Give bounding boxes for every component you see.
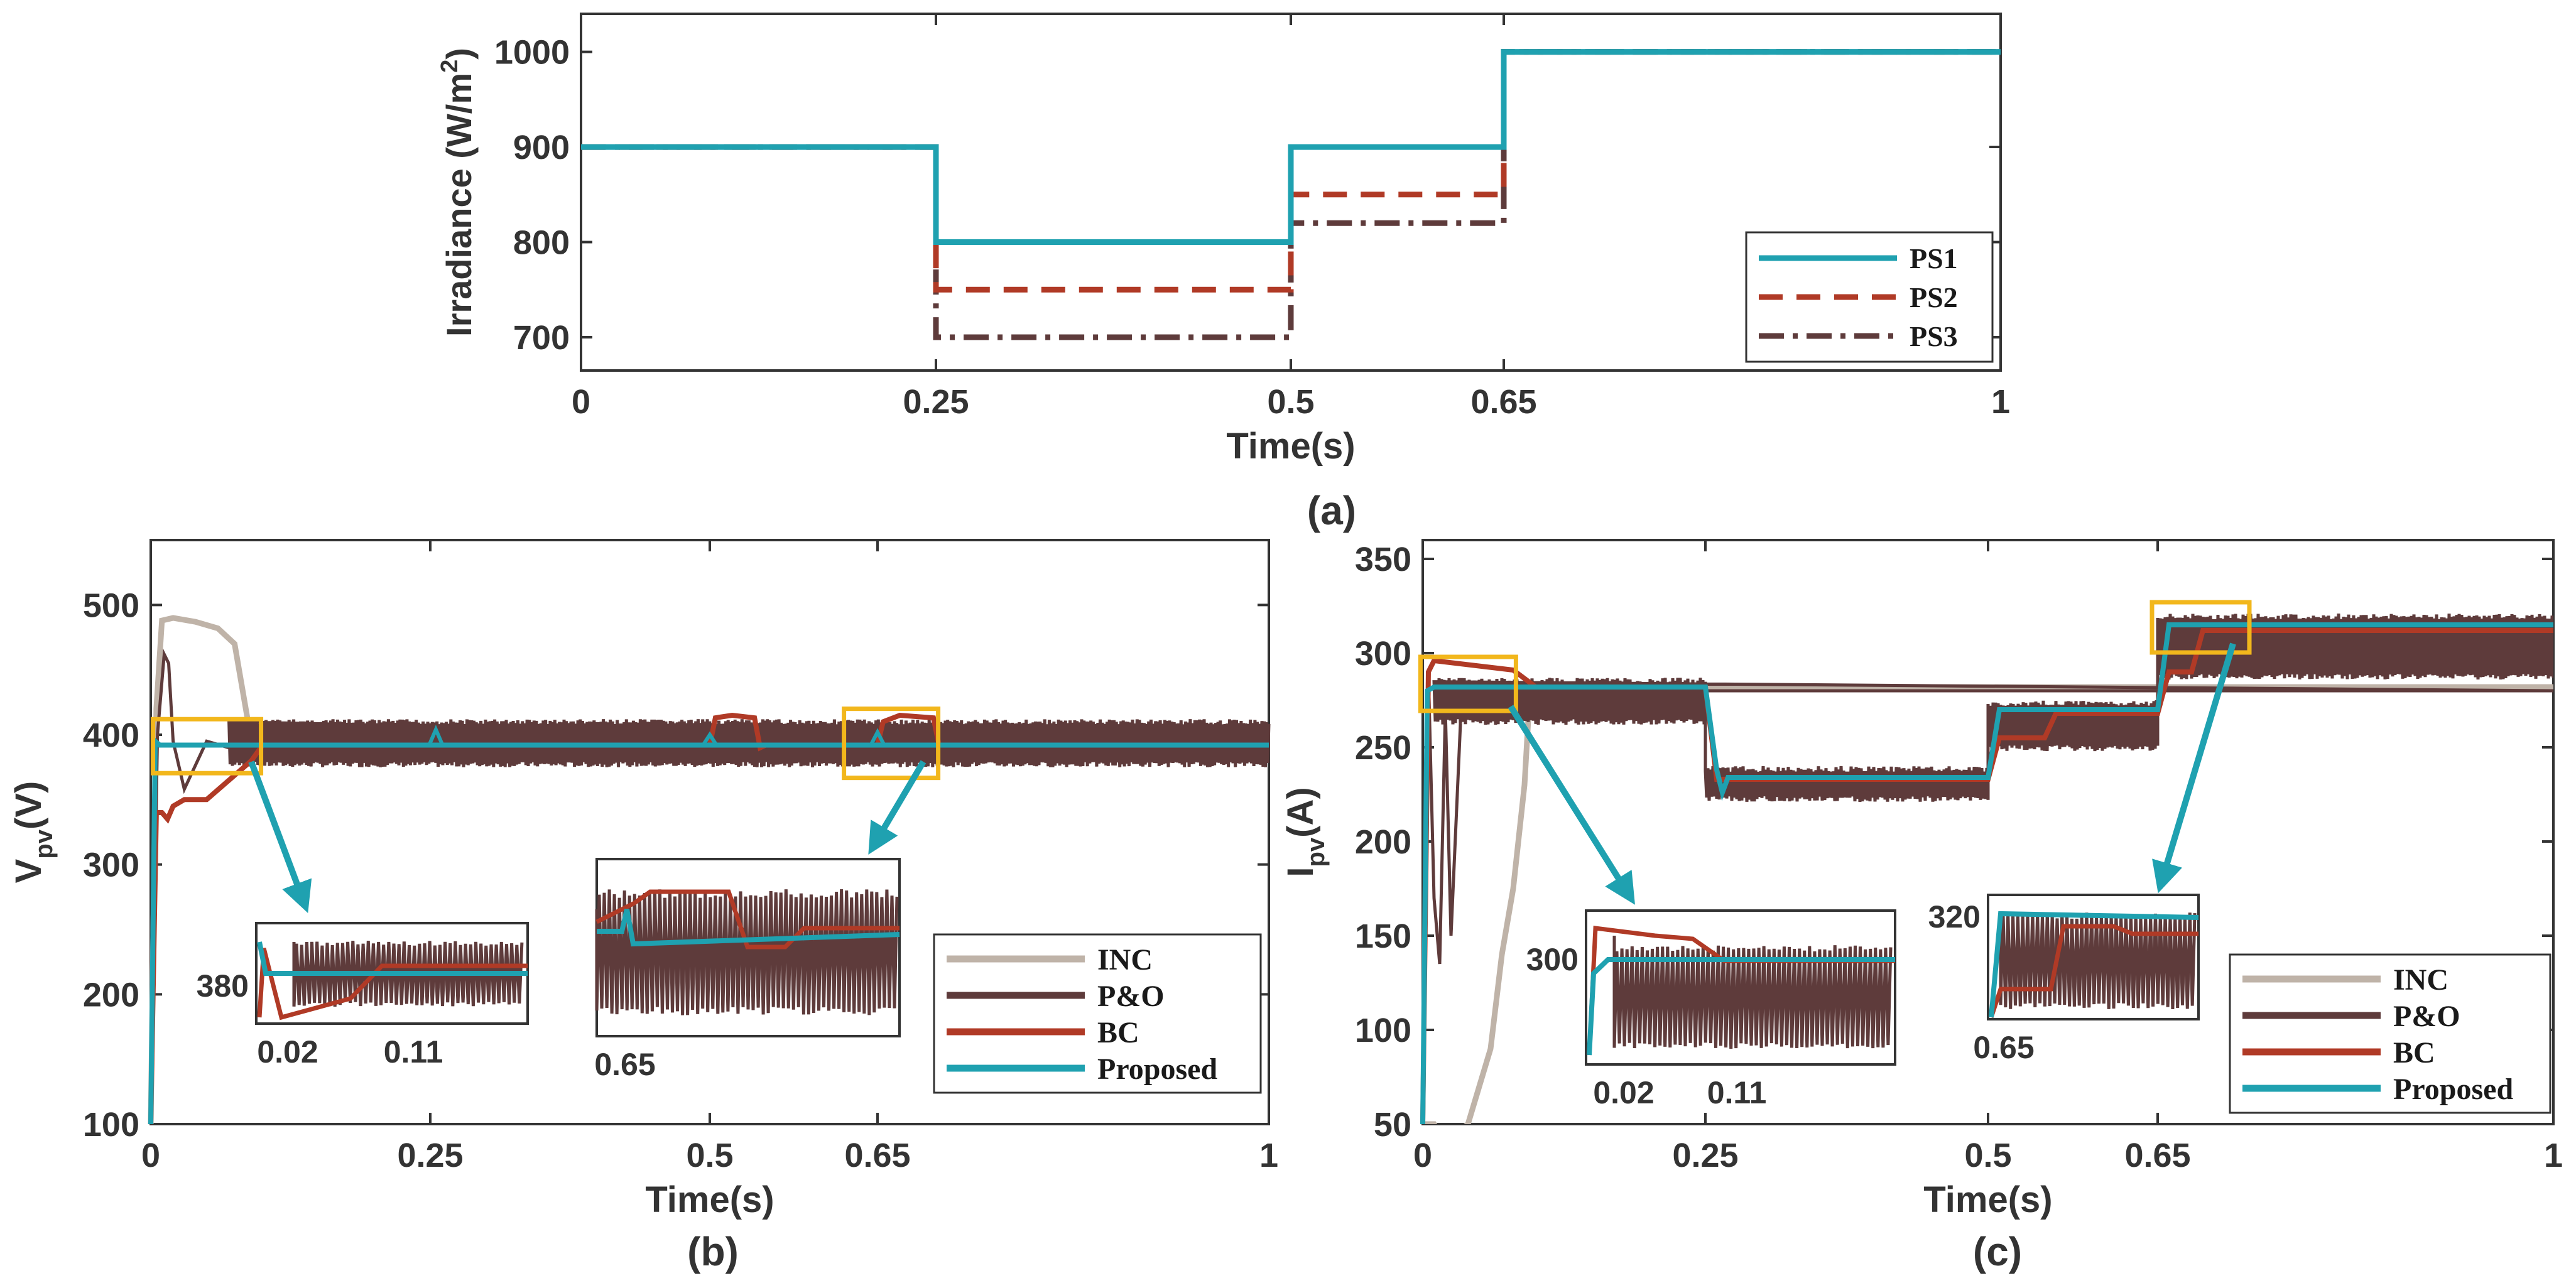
panel-c-series-proposed (1420, 622, 2553, 1125)
panel-b-xlabel: Time(s) (645, 1179, 774, 1220)
panel-a-xtick-label: 1 (1991, 383, 2010, 421)
panel-a-irradiance: 0 0.25 0.5 0.65 1 700 800 900 1000 Time(s) Irradia… (437, 13, 2010, 467)
panel-b-ylabel: Vpv(V) (8, 781, 58, 884)
panel-c-xtick-label: 0.65 (2124, 1137, 2190, 1174)
panel-c-current: 0 0.25 0.5 0.65 150100150200250300350Time(s)… (1280, 539, 2563, 1220)
panel-b-xtick-label: 0.25 (397, 1137, 463, 1174)
panel-b-zoom-box-1 (842, 706, 941, 781)
panel-c-inset-1-ytick: 300 (1526, 942, 1579, 977)
panel-c-xtick-label: 1 (2544, 1137, 2563, 1174)
panel-a-ytick-label: 1000 (494, 34, 570, 72)
panel-a-label: (a) (1307, 488, 1356, 533)
panel-a-series-ps1 (581, 49, 2001, 245)
panel-c-xtick-label: 0 (1413, 1137, 1432, 1174)
panel-c-zoom-arrow-1 (1508, 705, 1635, 905)
panel-a-xlabel: Time(s) (1226, 426, 1355, 467)
panel-b-zoom-box-0 (151, 717, 264, 776)
panel-a-xtick-label: 0 (572, 383, 590, 421)
panel-b-ytick-label: 400 (83, 717, 139, 754)
panel-b-inset-1-ytick: 380 (197, 968, 249, 1004)
panel-b-ytick-label: 500 (83, 587, 139, 624)
panel-a-legend-label-2: PS3 (1910, 320, 1958, 352)
panel-c-xtick-label: 0.5 (1964, 1137, 2011, 1174)
panel-c-xlabel: Time(s) (1923, 1179, 2052, 1220)
panel-a-xtick-label: 0.65 (1470, 383, 1536, 421)
panel-b-ytick-label: 300 (83, 847, 139, 884)
panel-b-legend-label-0: INC (1097, 943, 1153, 977)
panel-b-xtick-label: 0.65 (844, 1137, 910, 1174)
panel-c-ytick-label: 250 (1355, 729, 1411, 767)
panel-c-inset-2-bc (1989, 924, 2198, 1019)
panel-c-inset-2-xtick: 0.65 (1973, 1030, 2034, 1065)
panel-b-xtick-label: 0.5 (686, 1137, 733, 1174)
panel-b-xtick-label: 1 (1259, 1137, 1278, 1174)
panel-b-legend-label-2: BC (1097, 1016, 1139, 1049)
panel-c-ytick-label: 350 (1355, 541, 1411, 578)
panel-c-ytick-label: 100 (1355, 1012, 1411, 1049)
panel-c-legend-label-0: INC (2393, 963, 2448, 997)
panel-c-ytick-label: 150 (1355, 917, 1411, 955)
panel-a-legend (1745, 231, 1994, 363)
panel-b-inset-2-proposed (597, 909, 900, 947)
panel-c-legend-label-1: P&O (2393, 1000, 2460, 1033)
panel-b-proposed-bump (701, 731, 719, 747)
panel-b-inset-1-xtick: 0.11 (384, 1034, 443, 1069)
panel-a-ylabel: Irradiance (W/m2) (437, 48, 479, 337)
panel-c-inset-1-proposed (1587, 957, 1895, 1056)
panel-a-ytick-label: 900 (513, 129, 570, 166)
panel-c-ytick-label: 200 (1355, 823, 1411, 861)
panel-b-series-bc (148, 712, 1269, 1125)
panel-c-zoom-box-0 (1418, 654, 1518, 713)
panel-c-ytick-label: 50 (1374, 1106, 1411, 1144)
panel-c-zoom-arrow-2 (2152, 642, 2236, 894)
panel-c-zoom-box-1 (2149, 600, 2252, 655)
panel-c-inset-1-xtick: 0.02 (1593, 1075, 1654, 1110)
panel-b-voltage: 0 0.25 0.5 0.65 1 100 200 300 400 500 Time(s) Vpv(V… (8, 539, 1278, 1220)
panel-b-proposed-bump (427, 725, 445, 746)
panel-a-legend-label-0: PS1 (1910, 242, 1958, 274)
panel-c-legend-label-2: BC (2393, 1036, 2435, 1069)
panel-b-inset-1-proposed (257, 941, 528, 976)
panel-c-inset-2-ytick: 320 (1928, 899, 1981, 934)
panel-b-ytick-label: 200 (83, 976, 139, 1014)
panel-b-zoom-arrow-1 (248, 760, 312, 914)
panel-b-zoom-arrow-2 (868, 760, 927, 855)
panel-b-proposed-bump (869, 728, 886, 746)
panel-b-series-po (149, 648, 1271, 1125)
panel-b-series-inc (148, 615, 1269, 1125)
panel-c-series-po (1423, 613, 2553, 1124)
panel-a-ytick-label: 800 (513, 224, 570, 262)
panel-c-inset-1-xtick: 0.11 (1707, 1075, 1767, 1110)
panel-a-xtick-label: 0.25 (903, 383, 969, 421)
panel-c-xtick-label: 0.25 (1672, 1137, 1738, 1174)
panel-b-inset-2-bc (595, 889, 899, 950)
panel-b-label: (b) (687, 1229, 739, 1274)
panel-a-legend-label-1: PS2 (1910, 281, 1958, 313)
panel-c-legend-label-3: Proposed (2393, 1073, 2513, 1106)
panel-b-xtick-label: 0 (141, 1137, 160, 1174)
panel-b-inset-2-xtick: 0.65 (594, 1047, 655, 1082)
panel-a-ytick-label: 700 (513, 319, 570, 357)
panel-c-inset-2-proposed (1989, 911, 2199, 1018)
panel-c-label: (c) (1973, 1229, 2022, 1274)
panel-c-ytick-label: 300 (1355, 635, 1411, 673)
panel-c-ylabel: Ipv(A) (1280, 787, 1330, 877)
panel-c-inset-1-po (1612, 936, 1893, 1049)
panel-b-legend-label-3: Proposed (1097, 1053, 1217, 1086)
panel-b-ytick-label: 100 (83, 1106, 139, 1144)
panel-b-legend-label-1: P&O (1097, 980, 1165, 1013)
panel-a-xtick-label: 0.5 (1267, 383, 1314, 421)
panel-b-inset-1-xtick: 0.02 (257, 1034, 318, 1069)
